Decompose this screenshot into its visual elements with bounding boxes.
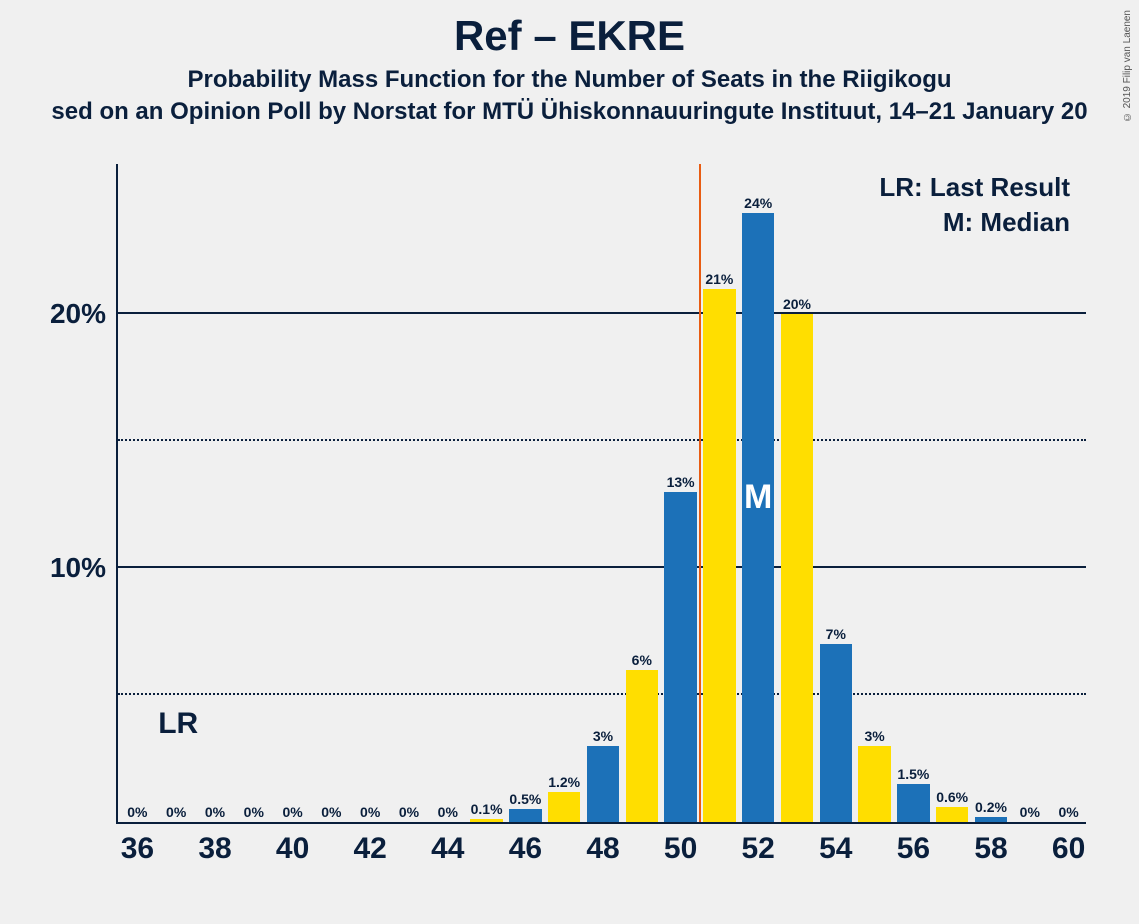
bar-value-label: 3%: [593, 728, 613, 746]
bar-value-label: 13%: [667, 474, 695, 492]
x-axis-label: 52: [742, 822, 775, 866]
bar-value-label: 24%: [744, 195, 772, 213]
bar-value-label: 0%: [321, 804, 341, 822]
bar-value-label: 0%: [1020, 804, 1040, 822]
chart-source: sed on an Opinion Poll by Norstat for MT…: [0, 98, 1139, 126]
bar-value-label: 0%: [282, 804, 302, 822]
bar-value-label: 20%: [783, 296, 811, 314]
x-axis-label: 54: [819, 822, 852, 866]
gridline-minor: [118, 439, 1086, 441]
legend: LR: Last Result M: Median: [879, 170, 1070, 240]
x-axis-label: 42: [354, 822, 387, 866]
histogram-bar: 0.1%: [470, 819, 503, 822]
bar-value-label: 0%: [399, 804, 419, 822]
bar-value-label: 6%: [632, 652, 652, 670]
gridline-major: [118, 566, 1086, 568]
bar-value-label: 0.6%: [936, 789, 968, 807]
x-axis-label: 60: [1052, 822, 1085, 866]
bar-value-label: 7%: [826, 626, 846, 644]
y-axis-label: 20%: [50, 298, 118, 330]
bar-value-label: 0%: [244, 804, 264, 822]
histogram-bar: 1.5%: [897, 784, 930, 822]
bar-value-label: 0%: [360, 804, 380, 822]
copyright-text: © 2019 Filip van Laenen: [1122, 10, 1133, 122]
x-axis-label: 36: [121, 822, 154, 866]
histogram-bar: 24%: [742, 213, 775, 822]
chart-title: Ref – EKRE: [0, 12, 1139, 60]
y-axis-label: 10%: [50, 552, 118, 584]
bar-value-label: 0%: [438, 804, 458, 822]
legend-lr: LR: Last Result: [879, 170, 1070, 205]
bar-value-label: 0.5%: [509, 791, 541, 809]
histogram-bar: 1.2%: [548, 792, 581, 822]
x-axis-label: 38: [198, 822, 231, 866]
histogram-bar: 20%: [781, 314, 814, 822]
x-axis-label: 40: [276, 822, 309, 866]
lr-marker-line: [699, 164, 701, 822]
bar-value-label: 1.5%: [897, 766, 929, 784]
histogram-bar: 6%: [626, 670, 659, 822]
bar-value-label: 21%: [705, 271, 733, 289]
histogram-bar: 21%: [703, 289, 736, 822]
histogram-bar: 13%: [664, 492, 697, 822]
bar-value-label: 0.2%: [975, 799, 1007, 817]
x-axis-label: 46: [509, 822, 542, 866]
median-label: M: [744, 478, 772, 517]
gridline-major: [118, 312, 1086, 314]
histogram-bar: 7%: [820, 644, 853, 822]
chart-subtitle: Probability Mass Function for the Number…: [0, 66, 1139, 94]
x-axis-label: 48: [586, 822, 619, 866]
histogram-bar: 0.6%: [936, 807, 969, 822]
bar-value-label: 0%: [166, 804, 186, 822]
histogram-bar: 0.5%: [509, 809, 542, 822]
lr-label: LR: [158, 707, 198, 741]
chart-plot-area: LR: Last Result M: Median 10%20%36384042…: [116, 164, 1086, 824]
x-axis-label: 50: [664, 822, 697, 866]
title-block: Ref – EKRE Probability Mass Function for…: [0, 0, 1139, 126]
bar-value-label: 0%: [1058, 804, 1078, 822]
bar-value-label: 0%: [127, 804, 147, 822]
histogram-bar: 3%: [587, 746, 620, 822]
bar-value-label: 0%: [205, 804, 225, 822]
x-axis-label: 56: [897, 822, 930, 866]
legend-m: M: Median: [879, 205, 1070, 240]
histogram-bar: 3%: [858, 746, 891, 822]
x-axis-label: 58: [974, 822, 1007, 866]
gridline-minor: [118, 693, 1086, 695]
bar-value-label: 0.1%: [471, 801, 503, 819]
x-axis-label: 44: [431, 822, 464, 866]
histogram-bar: 0.2%: [975, 817, 1008, 822]
bar-value-label: 1.2%: [548, 774, 580, 792]
bar-value-label: 3%: [864, 728, 884, 746]
